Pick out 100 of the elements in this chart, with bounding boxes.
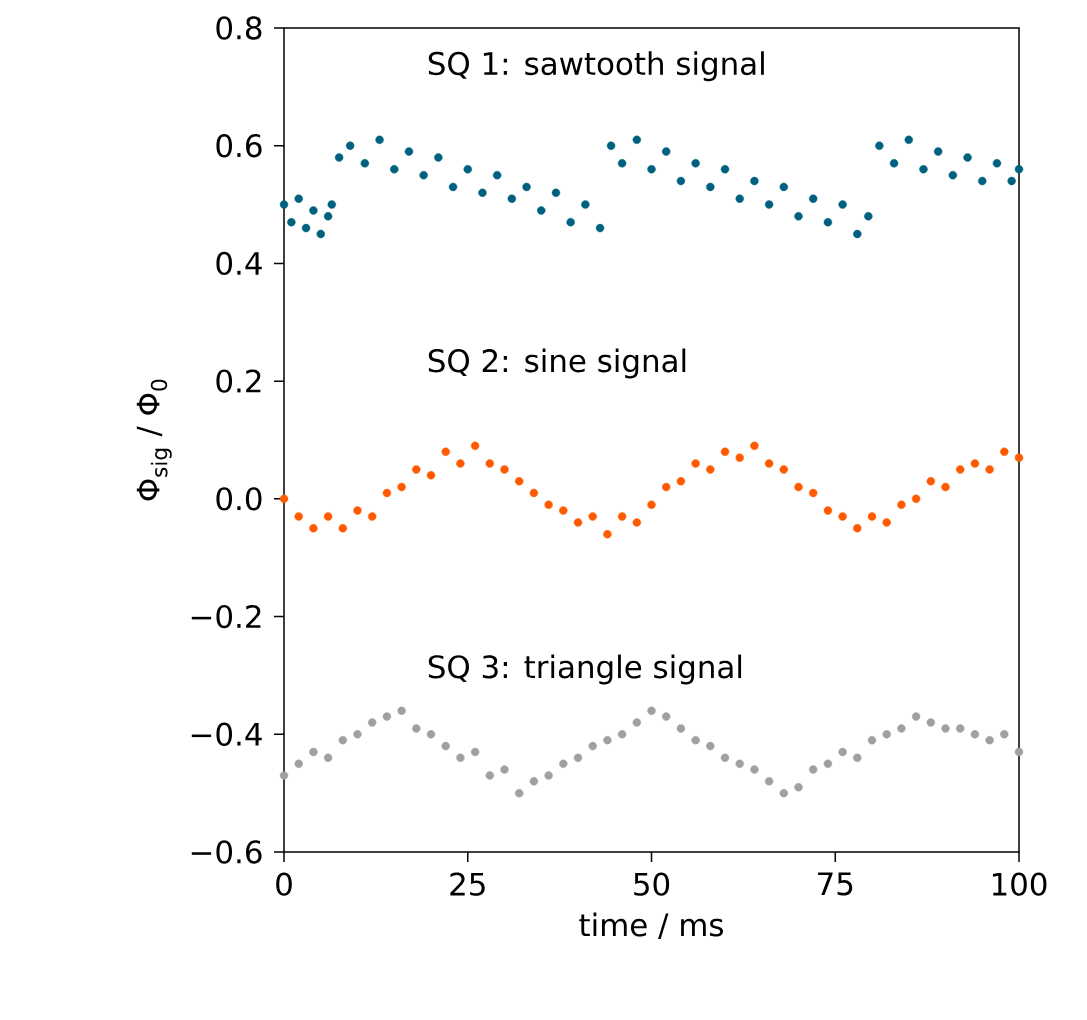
point	[904, 135, 913, 145]
point	[544, 771, 553, 780]
point	[353, 730, 362, 739]
point	[632, 718, 642, 727]
point	[823, 218, 833, 227]
point	[360, 159, 370, 168]
point	[691, 159, 700, 168]
point	[581, 200, 590, 209]
point	[382, 488, 392, 498]
point	[294, 759, 303, 768]
point	[676, 476, 686, 486]
point	[544, 500, 553, 509]
point	[853, 524, 862, 533]
point	[838, 512, 847, 521]
point	[353, 506, 362, 515]
point	[764, 777, 774, 786]
point	[838, 200, 847, 209]
point	[853, 229, 862, 239]
y-tick-label: 0.4	[216, 251, 262, 276]
point	[956, 724, 965, 733]
point	[779, 182, 789, 192]
point	[559, 759, 568, 768]
point	[551, 188, 561, 197]
point	[985, 735, 994, 745]
point	[676, 176, 686, 186]
point	[345, 141, 355, 150]
point	[985, 465, 994, 474]
point	[448, 182, 458, 192]
point	[456, 459, 465, 468]
point	[287, 218, 296, 227]
point	[375, 135, 384, 145]
point	[706, 741, 715, 751]
point	[809, 488, 818, 498]
point	[617, 512, 627, 521]
point	[911, 494, 921, 504]
point	[662, 712, 671, 721]
point	[941, 724, 950, 733]
point	[750, 765, 759, 774]
point	[963, 153, 972, 162]
point	[404, 147, 414, 156]
point	[794, 783, 803, 792]
point	[1007, 176, 1016, 186]
point	[897, 724, 906, 733]
point	[882, 518, 891, 527]
point	[279, 200, 289, 209]
point	[926, 718, 936, 727]
x-tick-label: 100	[992, 872, 1047, 896]
text: SQ 2: sine signal	[428, 348, 686, 379]
point	[632, 135, 642, 145]
point	[279, 494, 289, 504]
point	[412, 465, 421, 474]
point	[764, 200, 774, 209]
point	[334, 153, 344, 162]
point	[691, 459, 700, 468]
point	[595, 223, 605, 233]
point	[794, 482, 803, 492]
point	[368, 718, 377, 727]
point	[617, 730, 627, 739]
point	[1000, 447, 1009, 456]
point	[470, 747, 480, 757]
y-axis-title: Φ$_{sig}$ / Φ$_{0}$	[136, 379, 172, 501]
point	[948, 170, 958, 180]
point	[309, 747, 318, 757]
point	[823, 506, 833, 515]
point	[970, 730, 980, 739]
point	[970, 459, 980, 468]
point	[603, 529, 612, 539]
point	[397, 482, 406, 492]
y-tick-label: −0.6	[191, 840, 262, 864]
point	[441, 447, 450, 456]
point	[647, 165, 656, 174]
point	[434, 153, 443, 162]
point	[720, 165, 730, 174]
point	[338, 735, 348, 745]
point	[617, 159, 627, 168]
point	[492, 170, 502, 180]
point	[676, 724, 686, 733]
point	[992, 159, 1002, 168]
point	[662, 482, 671, 492]
point	[735, 759, 744, 768]
x-tick-label: 0	[276, 872, 292, 896]
point	[507, 194, 517, 203]
y-tick-label: 0.2	[216, 369, 261, 393]
point	[1000, 730, 1009, 739]
y-tick-label: 0.6	[216, 134, 262, 158]
point	[1014, 453, 1024, 462]
point	[1014, 165, 1024, 174]
point	[382, 712, 392, 721]
point	[573, 753, 583, 763]
point	[889, 159, 899, 168]
point	[691, 735, 700, 745]
point	[875, 141, 884, 150]
point	[735, 194, 744, 203]
point	[647, 500, 656, 509]
point	[309, 524, 318, 533]
point	[470, 441, 480, 451]
point	[529, 488, 539, 498]
y-tick-label: 0.8	[216, 16, 262, 40]
point	[720, 753, 730, 763]
point	[426, 471, 436, 480]
